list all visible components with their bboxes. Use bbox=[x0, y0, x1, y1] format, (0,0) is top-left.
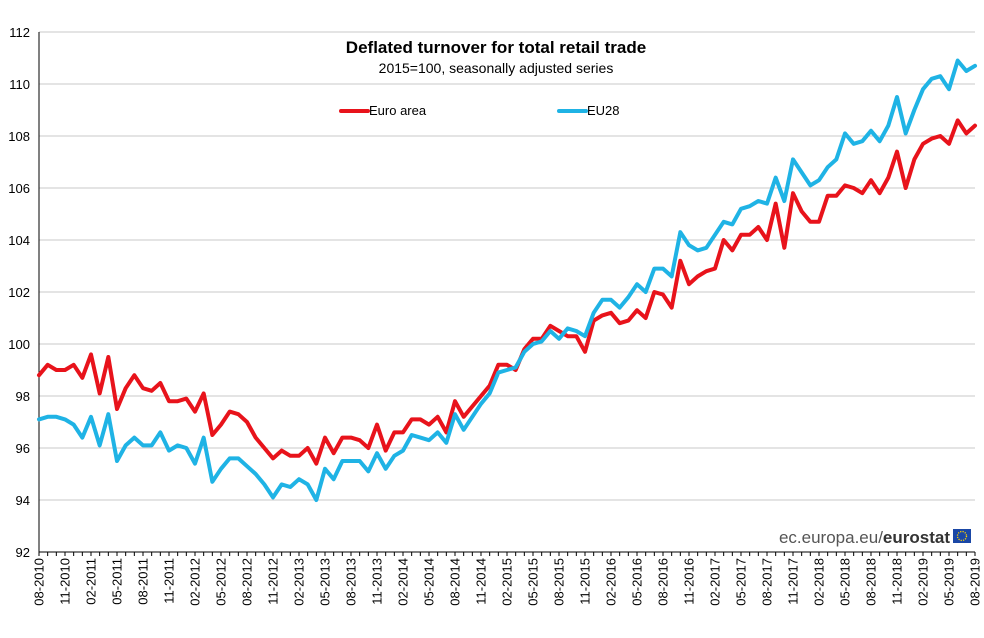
x-tick-label: 11-2010 bbox=[58, 558, 73, 605]
y-tick-label: 102 bbox=[8, 285, 30, 300]
eurostat-branding: ec.europa.eu/eurostat bbox=[779, 528, 971, 547]
x-tick-label: 02-2014 bbox=[396, 558, 411, 606]
eu-flag-icon bbox=[953, 529, 971, 543]
branding-prefix: ec.europa.eu/ bbox=[779, 528, 883, 547]
x-tick-label: 05-2016 bbox=[630, 558, 645, 606]
series-line-euro-area bbox=[37, 118, 977, 466]
eu-stars-icon bbox=[956, 530, 968, 542]
y-tick-label: 92 bbox=[16, 545, 30, 560]
y-tick-label: 96 bbox=[16, 441, 30, 456]
eurostat-branding-text: ec.europa.eu/eurostat bbox=[779, 528, 950, 547]
x-tick-label: 11-2014 bbox=[474, 558, 489, 605]
x-tick-label: 05-2013 bbox=[318, 558, 333, 606]
x-tick-label: 02-2016 bbox=[604, 558, 619, 606]
x-tick-label: 05-2014 bbox=[422, 558, 437, 606]
legend: Euro area EU28 bbox=[339, 103, 620, 118]
x-tick-label: 05-2012 bbox=[214, 558, 229, 606]
x-tick-label: 08-2015 bbox=[552, 558, 567, 606]
x-tick-label: 02-2018 bbox=[812, 558, 827, 606]
x-tick-label: 08-2018 bbox=[864, 558, 879, 606]
chart-subtitle: 2015=100, seasonally adjusted series bbox=[379, 60, 614, 76]
x-tick-label: 11-2013 bbox=[370, 558, 385, 605]
x-tick-label: 05-2015 bbox=[526, 558, 541, 606]
x-tick-label: 11-2011 bbox=[162, 558, 177, 604]
y-tick-label: 106 bbox=[8, 181, 30, 196]
x-tick-label: 11-2017 bbox=[786, 558, 801, 605]
y-tick-label: 104 bbox=[8, 233, 30, 248]
x-tick-label: 02-2019 bbox=[916, 558, 931, 606]
x-tick-label: 02-2017 bbox=[708, 558, 723, 606]
x-tick-label: 11-2015 bbox=[578, 558, 593, 605]
y-tick-label: 112 bbox=[9, 25, 30, 40]
chart-title: Deflated turnover for total retail trade bbox=[346, 38, 646, 57]
x-tick-label: 11-2018 bbox=[890, 558, 905, 605]
y-tick-label: 98 bbox=[16, 389, 30, 404]
series-lines bbox=[37, 58, 977, 502]
gridlines bbox=[38, 31, 975, 553]
x-tick-label: 08-2010 bbox=[32, 558, 47, 606]
x-tick-label: 08-2016 bbox=[656, 558, 671, 606]
y-tick-label: 108 bbox=[8, 129, 30, 144]
x-tick-label: 08-2019 bbox=[968, 558, 983, 606]
x-tick-label: 05-2019 bbox=[942, 558, 957, 606]
legend-label-eu28: EU28 bbox=[587, 103, 620, 118]
x-axis-ticks: 08-2010 11-2010 02-2011 05-2011 08-2011 11-20… bbox=[32, 552, 983, 606]
x-tick-label: 05-2018 bbox=[838, 558, 853, 606]
x-tick-label: 08-2013 bbox=[344, 558, 359, 606]
series-line-eu28 bbox=[37, 58, 977, 502]
x-tick-label: 11-2012 bbox=[266, 558, 281, 605]
y-tick-label: 110 bbox=[9, 77, 30, 92]
y-tick-label: 94 bbox=[16, 493, 30, 508]
x-tick-label: 11-2016 bbox=[682, 558, 697, 605]
x-tick-label: 08-2012 bbox=[240, 558, 255, 606]
x-tick-label: 02-2011 bbox=[84, 558, 99, 605]
x-tick-label: 05-2011 bbox=[110, 558, 125, 605]
y-tick-label: 100 bbox=[8, 337, 30, 352]
x-tick-label: 05-2017 bbox=[734, 558, 749, 606]
x-tick-label: 08-2014 bbox=[448, 558, 463, 606]
x-tick-label: 02-2013 bbox=[292, 558, 307, 606]
x-tick-label: 02-2012 bbox=[188, 558, 203, 606]
x-tick-label: 08-2017 bbox=[760, 558, 775, 606]
branding-name: eurostat bbox=[883, 528, 950, 547]
y-axis-ticks: 92 94 96 98 100 102 104 106 108 110 112 bbox=[8, 25, 30, 560]
x-tick-label: 02-2015 bbox=[500, 558, 515, 606]
x-tick-label: 08-2011 bbox=[136, 558, 151, 605]
legend-label-euro-area: Euro area bbox=[369, 103, 427, 118]
